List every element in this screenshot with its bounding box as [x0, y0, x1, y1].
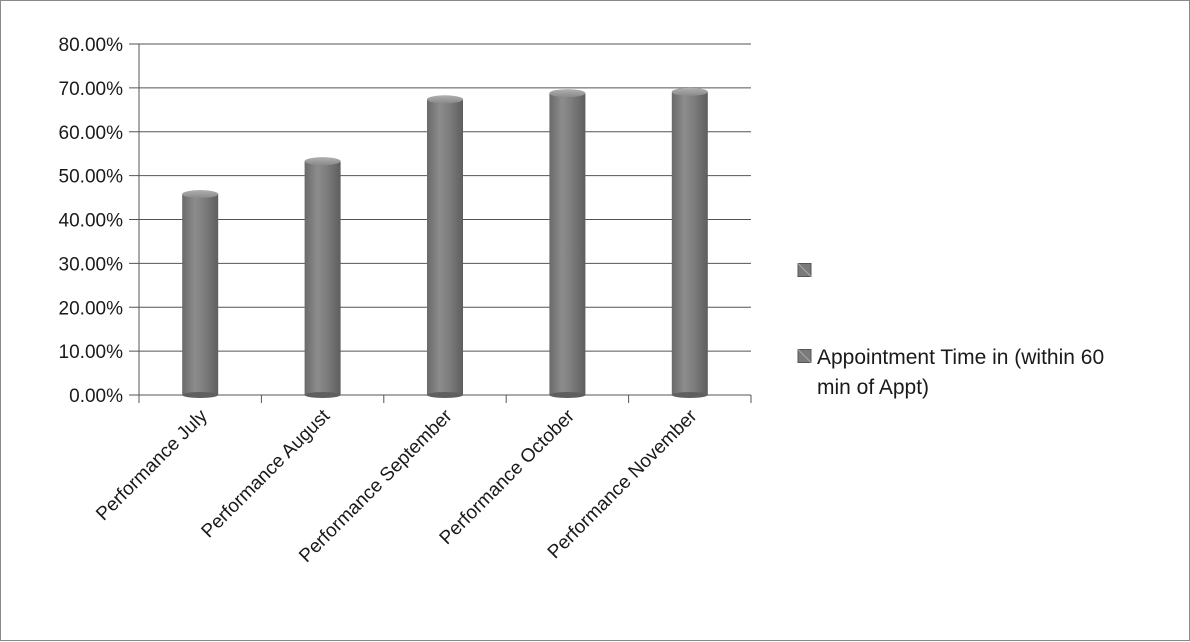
bar-cap: [549, 89, 586, 98]
y-tick-label: 20.00%: [59, 298, 124, 319]
y-tick-label: 10.00%: [59, 342, 124, 363]
legend-swatch-shine: [797, 263, 812, 277]
bar: [182, 190, 219, 398]
bar: [671, 87, 708, 398]
bar-body: [304, 161, 341, 395]
bar-base: [549, 392, 586, 398]
y-tick-labels: 0.00% 10.00% 20.00% 30.00% 40.00% 50.00% 60.00…: [59, 35, 124, 407]
bar-cap: [182, 190, 219, 199]
bar-body: [671, 91, 708, 395]
x-tick-label: Performance August: [198, 405, 335, 542]
bar-cap: [671, 87, 708, 96]
bar: [304, 157, 341, 398]
bars: [182, 87, 708, 398]
bar-body: [182, 194, 219, 395]
bar-cap: [304, 157, 341, 166]
bar: [549, 89, 586, 398]
y-tick-label: 30.00%: [59, 254, 124, 275]
y-tick-label: 80.00%: [59, 35, 124, 56]
y-tick-label: 70.00%: [59, 79, 124, 100]
legend-entry: [797, 263, 812, 277]
bar: [427, 95, 463, 398]
bar-base: [427, 392, 463, 398]
bar-body: [427, 99, 463, 395]
y-tick-label: 40.00%: [59, 211, 124, 232]
legend-entry: Appointment Time in (within 60 min of App…: [797, 346, 1104, 399]
bar-body: [549, 93, 586, 395]
legend-label: min of Appt): [817, 376, 929, 399]
legend: Appointment Time in (within 60 min of App…: [797, 263, 1104, 399]
bar-base: [182, 392, 219, 398]
x-tick-label: Performance July: [92, 405, 212, 525]
legend-swatch-shine: [797, 349, 812, 363]
y-tick-label: 0.00%: [69, 386, 123, 407]
y-tick-label: 50.00%: [59, 167, 124, 188]
bar-base: [304, 392, 341, 398]
bar-base: [671, 392, 708, 398]
legend-label: Appointment Time in (within 60: [817, 346, 1104, 369]
bar-cap: [427, 95, 463, 104]
x-tick-label: Performance October: [436, 405, 580, 549]
y-tick-label: 60.00%: [59, 123, 124, 144]
